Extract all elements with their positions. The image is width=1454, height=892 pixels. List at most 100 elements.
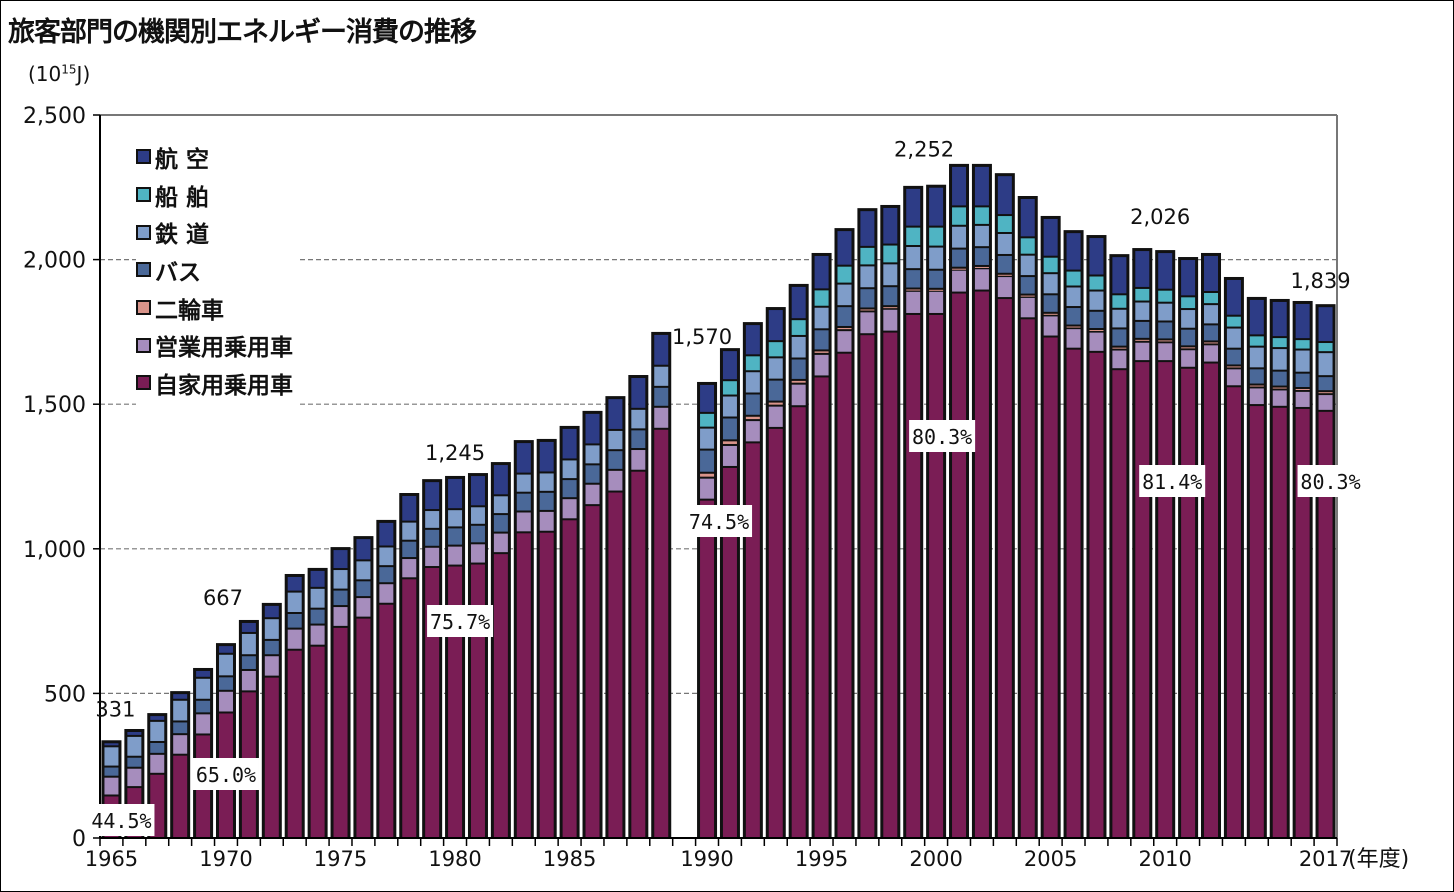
bar-segment [837, 231, 852, 265]
bar-segment [379, 604, 394, 837]
bar-segment [402, 559, 417, 578]
bar-segment [1272, 407, 1287, 837]
bar-segment [906, 289, 921, 291]
bar-segment [1158, 340, 1173, 342]
bar-segment [333, 550, 348, 569]
bar-segment [127, 768, 142, 787]
bar-segment [791, 359, 806, 379]
bar-segment [196, 670, 211, 677]
x-tick-label: 2017 [1299, 847, 1352, 871]
bar-segment [104, 777, 119, 795]
legend-swatch [136, 375, 151, 391]
bar-segment [906, 314, 921, 837]
bar-segment [791, 320, 806, 335]
bar-segment [173, 755, 188, 837]
bar-segment [402, 541, 417, 558]
bar-segment [654, 334, 669, 365]
bar-segment [929, 247, 944, 269]
bar-segment [860, 247, 875, 265]
bar-segment [585, 445, 600, 464]
bar-segment [539, 441, 554, 472]
chart-title: 旅客部門の機関別エネルギー消費の推移 [8, 17, 477, 48]
bar-segment [150, 721, 165, 741]
bar-segment [906, 227, 921, 246]
y-tick-label: 2,500 [23, 104, 86, 129]
bar-segment [768, 358, 783, 379]
bar-segment [470, 507, 485, 524]
bar-segment [470, 544, 485, 563]
bar-segment [1249, 388, 1264, 405]
bar-segment [562, 460, 577, 479]
bar-segment [310, 646, 325, 837]
bar-segment [356, 581, 371, 597]
bar-segment [1112, 309, 1127, 328]
bar-segment [1295, 373, 1310, 388]
bar-segment [264, 640, 279, 655]
legend-swatch [136, 262, 151, 278]
legend-item: 二輪車 [136, 289, 293, 327]
bar-segment [631, 378, 646, 408]
share-label: 80.3% [1300, 470, 1360, 494]
legend-label: 船 舶 [155, 184, 210, 211]
bar-segment [1249, 406, 1264, 837]
share-label: 80.3% [912, 425, 972, 449]
bar-segment [974, 225, 989, 247]
bar-segment [1226, 369, 1241, 386]
bar-segment [1089, 311, 1104, 329]
bar-segment [1043, 295, 1058, 312]
bar-segment [1204, 345, 1219, 362]
bar-segment [700, 413, 715, 427]
bar-segment [1226, 387, 1241, 837]
bar-segment [814, 307, 829, 329]
bar-segment [1318, 343, 1333, 352]
bar-segment [1158, 253, 1173, 289]
bar-segment [722, 396, 737, 417]
bar-segment [470, 476, 485, 506]
legend-item: 航 空 [136, 138, 293, 176]
bar-segment [287, 592, 302, 613]
bar-segment [1089, 352, 1104, 837]
x-tick-label: 1980 [428, 847, 481, 871]
bar-segment [929, 289, 944, 291]
bar-segment [585, 413, 600, 444]
bar-segment [814, 351, 829, 353]
bar-segment [1204, 363, 1219, 837]
bar-segment [333, 607, 348, 626]
bar-segment [1020, 255, 1035, 276]
bar-segment [516, 443, 531, 473]
bar-segment [929, 270, 944, 288]
bar-segment [722, 418, 737, 440]
x-tick-label: 2005 [1024, 847, 1077, 871]
bar-segment [952, 293, 967, 837]
bar-segment [1318, 392, 1333, 394]
bar-segment [1226, 279, 1241, 315]
bar-segment [997, 233, 1012, 254]
y-tick-label: 2,000 [23, 249, 86, 274]
bar-segment [1204, 292, 1219, 304]
bar-segment [1020, 199, 1035, 237]
bar-segment [1181, 310, 1196, 328]
total-label: 1,245 [425, 441, 485, 465]
bar-segment [539, 511, 554, 531]
bar-segment [127, 736, 142, 756]
bar-segment [1318, 411, 1333, 837]
bar-segment [974, 207, 989, 224]
unit-base: (10 [28, 62, 62, 86]
share-label-box [909, 420, 976, 452]
bar-segment [1043, 316, 1058, 336]
bar-segment [218, 677, 233, 690]
legend-label: 二輪車 [155, 297, 224, 324]
bar-segment [1181, 347, 1196, 349]
bar-segment [860, 335, 875, 837]
share-label: 74.5% [689, 510, 749, 534]
x-tick-label: 1990 [680, 847, 733, 871]
bar-segment [264, 605, 279, 618]
bar-segment [722, 381, 737, 395]
bar-segment [562, 520, 577, 837]
bar-segment [1089, 332, 1104, 351]
bar-segment [1226, 328, 1241, 348]
bar-segment [127, 757, 142, 767]
bar-segment [906, 291, 921, 313]
bar-segment [768, 342, 783, 357]
bar-segment [425, 482, 440, 510]
